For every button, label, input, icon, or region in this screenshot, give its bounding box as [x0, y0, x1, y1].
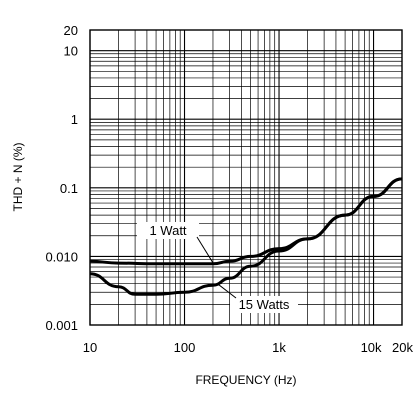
y-tick-label: 10 — [64, 44, 78, 59]
x-tick-label: 100 — [174, 340, 196, 355]
series-label-15-watts: 15 Watts — [239, 297, 290, 312]
x-axis-title: FREQUENCY (Hz) — [195, 373, 296, 387]
series-annotations: 1 Watt 15 Watts — [137, 222, 298, 313]
x-tick-label: 10 — [83, 340, 97, 355]
plot-frame — [89, 29, 403, 326]
label-background — [137, 222, 199, 239]
y-tick-label: 0.001 — [45, 318, 78, 333]
leader-line-1-watt — [196, 236, 214, 264]
plot-area — [90, 30, 402, 325]
y-tick-label: 0.1 — [60, 181, 78, 196]
grid-lines — [89, 29, 403, 326]
x-tick-label: 1k — [272, 340, 286, 355]
x-tick-labels: 10 100 1k 10k 20k — [83, 340, 414, 355]
y-axis-title: THD + N (%) — [11, 142, 25, 211]
series-line-15-watts — [89, 177, 403, 296]
x-tick-label: 20k — [392, 340, 413, 355]
series-lines — [89, 177, 403, 296]
y-tick-label: 1 — [71, 112, 78, 127]
y-tick-label: 0.010 — [45, 249, 78, 264]
leader-line-15-watts — [218, 284, 237, 299]
label-background — [230, 296, 298, 313]
y-tick-labels: 0.001 0.010 0.1 1 10 20 — [45, 23, 78, 333]
x-tick-label: 10k — [361, 340, 382, 355]
y-tick-label: 20 — [64, 23, 78, 38]
series-label-1-watt: 1 Watt — [149, 223, 186, 238]
